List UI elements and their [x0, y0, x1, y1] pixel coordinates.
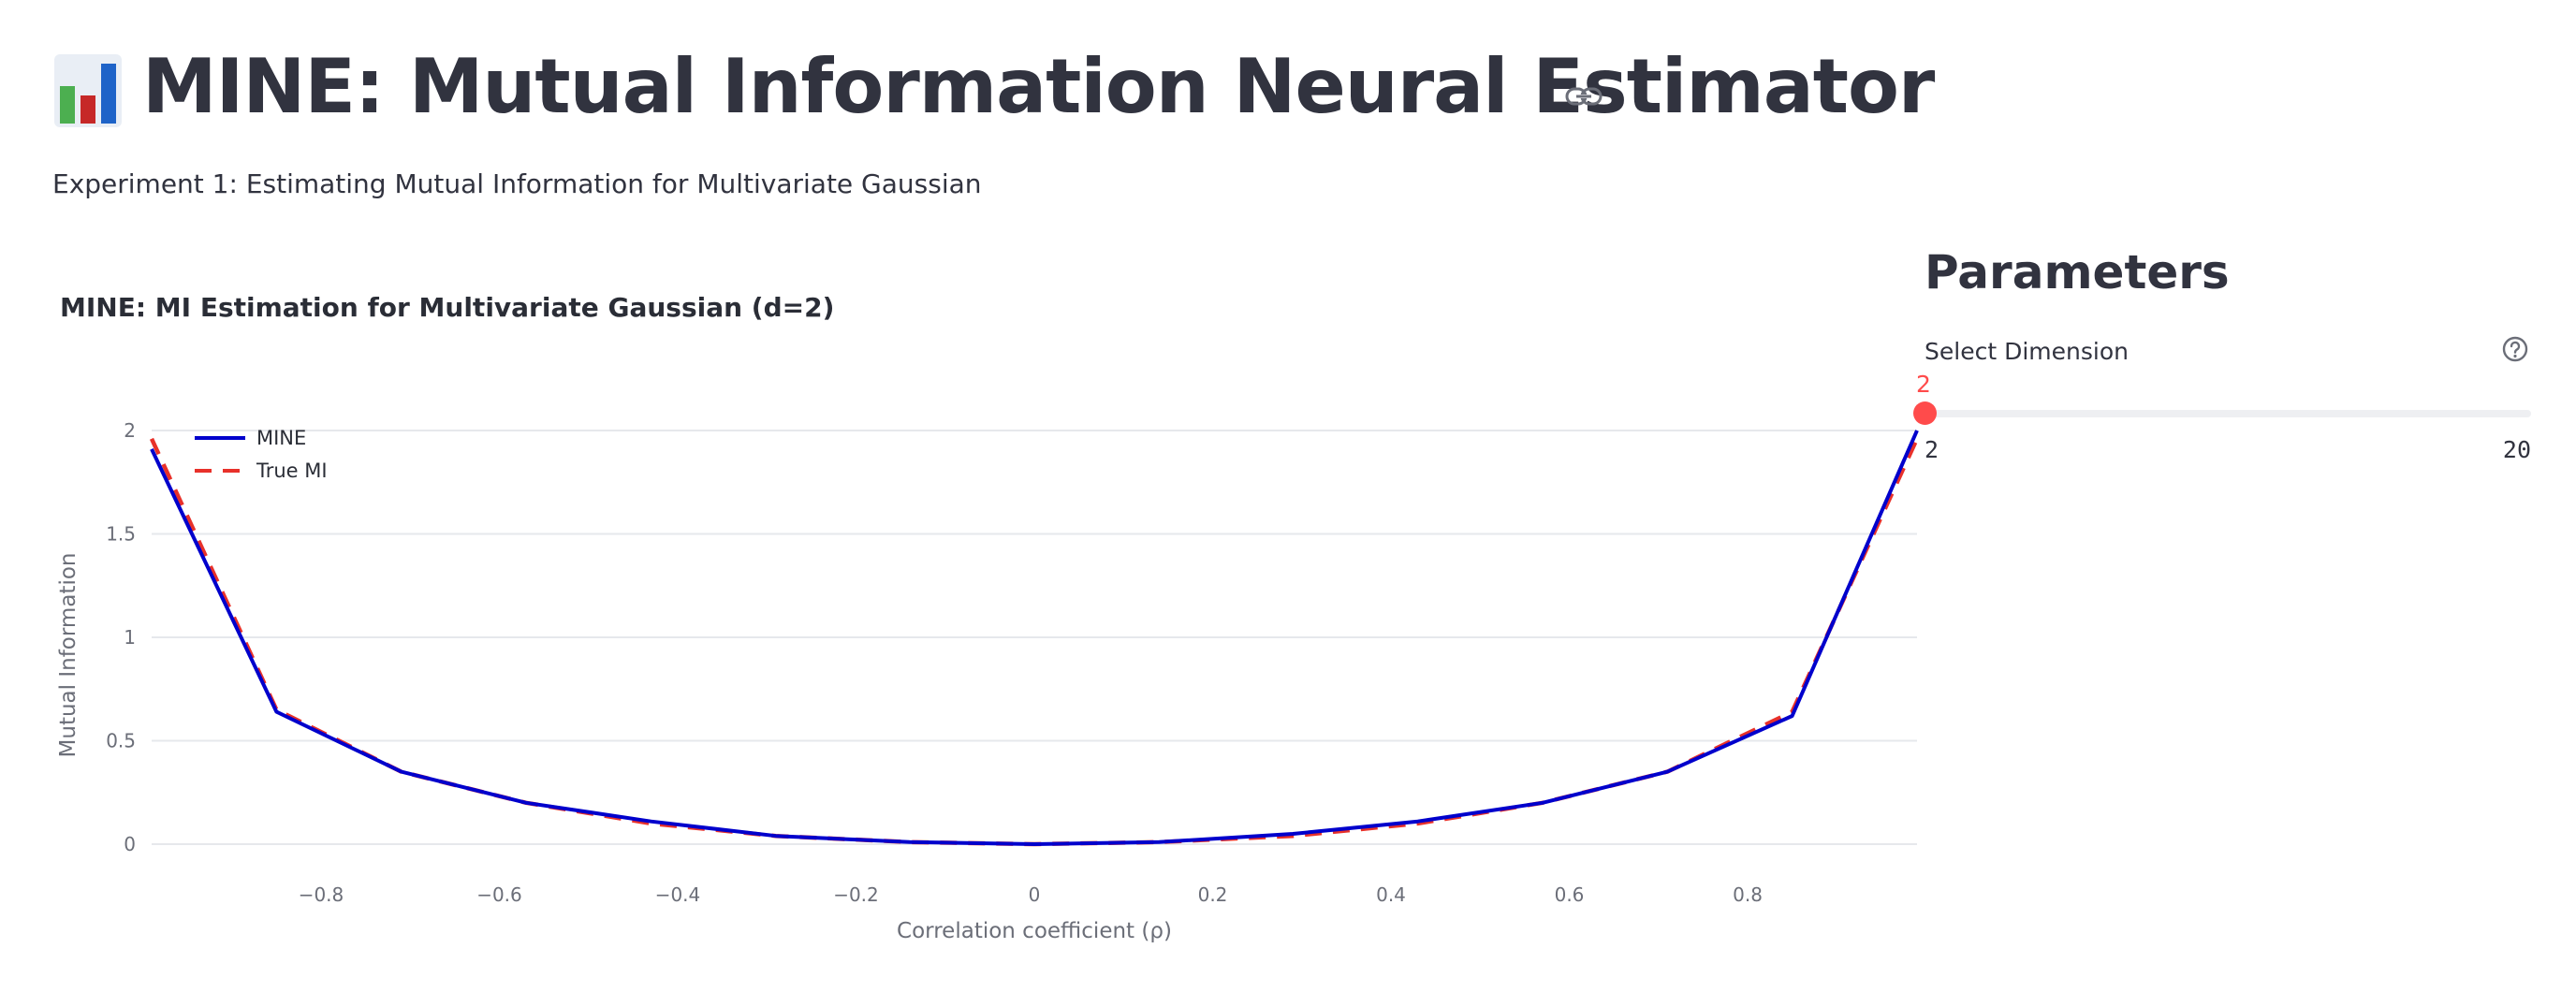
series-line-mine	[150, 430, 1919, 846]
series-line-true-mi	[149, 437, 1920, 847]
y-tick-label: 2	[124, 419, 136, 442]
link-icon[interactable]	[1565, 82, 1603, 110]
x-tick-label: 0.6	[1555, 883, 1585, 906]
y-tick-label: 0.5	[106, 730, 136, 752]
y-tick-label: 0	[124, 833, 136, 855]
y-tick-label: 1	[124, 626, 136, 649]
bar-chart-icon	[54, 54, 122, 127]
legend-label: MINE	[256, 427, 306, 449]
page-subtitle: Experiment 1: Estimating Mutual Informat…	[52, 168, 982, 199]
parameters-heading: Parameters	[1925, 245, 2230, 299]
x-tick-label: 0.8	[1733, 883, 1763, 906]
y-tick-labels: 0 0.5 1 1.5 2	[106, 419, 136, 855]
dimension-slider-track[interactable]	[1925, 410, 2531, 417]
x-tick-label: 0.2	[1198, 883, 1228, 906]
chart-legend[interactable]: MINE True MI	[195, 427, 328, 482]
x-tick-label: 0.4	[1376, 883, 1406, 906]
series-lines	[149, 430, 1920, 847]
x-tick-label: −0.2	[833, 883, 879, 906]
x-tick-label: 0	[1029, 883, 1041, 906]
legend-label: True MI	[256, 460, 328, 482]
y-tick-label: 1.5	[106, 523, 136, 546]
page-title: MINE: Mutual Information Neural Estimato…	[142, 43, 1935, 130]
chart-title: MINE: MI Estimation for Multivariate Gau…	[60, 292, 834, 323]
mi-line-chart: MINE: MI Estimation for Multivariate Gau…	[56, 292, 1920, 943]
x-tick-label: −0.8	[299, 883, 344, 906]
chart-grid	[152, 430, 1917, 845]
dimension-slider-value: 2	[1916, 371, 1931, 398]
y-axis-label: Mutual Information	[56, 553, 80, 758]
question-circle-icon[interactable]	[2501, 335, 2529, 363]
dimension-slider-max: 20	[2502, 436, 2531, 463]
dimension-slider-label: Select Dimension	[1925, 338, 2129, 365]
dimension-slider-min: 2	[1925, 436, 1939, 463]
x-axis-label: Correlation coefficient (ρ)	[897, 919, 1172, 943]
x-tick-labels: −0.8 −0.6 −0.4 −0.2 0 0.2 0.4 0.6 0.8	[299, 883, 1763, 906]
x-tick-label: −0.6	[476, 883, 522, 906]
x-tick-label: −0.4	[655, 883, 701, 906]
dimension-slider-thumb[interactable]	[1913, 401, 1937, 425]
